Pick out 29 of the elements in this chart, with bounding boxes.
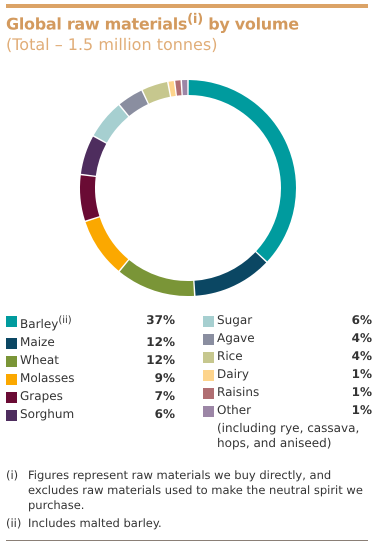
text: (i) Figures represent raw materials we buy directly, and excludes raw materials used to make the neutral spirit we purchase.: [6, 468, 364, 513]
data-label: 4%: [352, 349, 372, 364]
legend-label: Raisins: [217, 385, 260, 400]
legend-label: Barley$^{(ii)}$: [20, 314, 73, 332]
data-label: 1%: [352, 403, 372, 418]
data-label: 6%: [352, 313, 372, 328]
legend-label: Grapes: [20, 389, 64, 404]
legend-label: Agave: [217, 331, 256, 346]
data-label: 37%: [146, 313, 175, 328]
legend-label: Other: [217, 403, 252, 418]
data-label: 1%: [352, 385, 372, 400]
legend-label: Dairy: [217, 367, 250, 382]
text: (including rye, cassava, hops, and aniseed): [217, 421, 360, 451]
chart-subtitle: (Total – 1.5 million tonnes): [6, 35, 218, 54]
data-label: 1%: [352, 367, 372, 382]
legend-label: Sugar: [217, 313, 254, 328]
data-label: 12%: [146, 353, 175, 368]
data-label: 12%: [146, 335, 175, 350]
data-label: 6%: [154, 407, 175, 422]
legend-label: Molasses: [20, 371, 76, 386]
legend-label: Maize: [20, 335, 56, 350]
legend-label: Rice: [217, 349, 244, 364]
chart-title: Global raw materials$^{(i)}$ by volume: [6, 12, 299, 34]
legend-label: Sorghum: [20, 407, 76, 422]
legend-label: Wheat: [20, 353, 60, 368]
data-label: 7%: [154, 389, 175, 404]
text: (ii) Includes malted barley.: [6, 516, 162, 531]
data-label: 4%: [352, 331, 372, 346]
data-label: 9%: [154, 371, 175, 386]
